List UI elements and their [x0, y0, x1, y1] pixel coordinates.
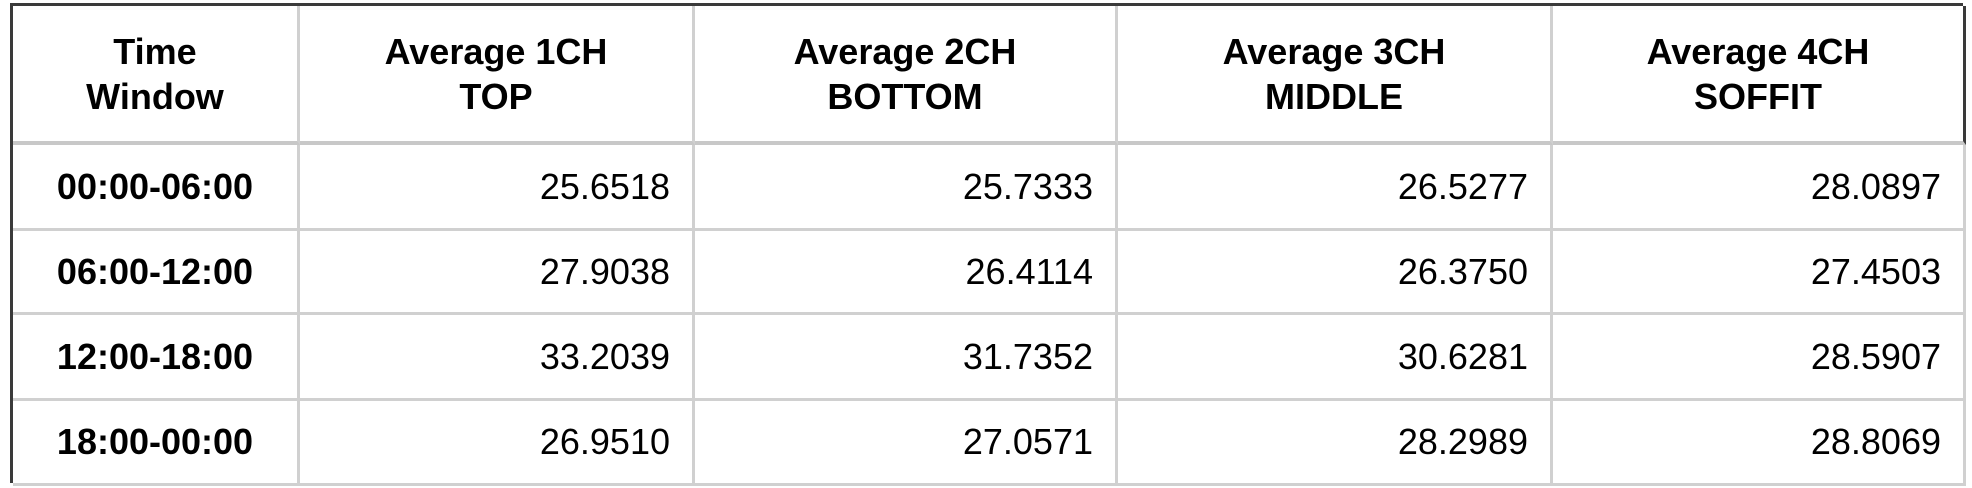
row-label: 12:00-18:00 — [13, 315, 300, 401]
header-cell: Average 4CH SOFFIT — [1553, 6, 1966, 145]
value-cell: 31.7352 — [695, 315, 1118, 401]
value-cell: 25.7333 — [695, 145, 1118, 231]
value-cell: 28.2989 — [1118, 401, 1553, 486]
row-label: 00:00-06:00 — [13, 145, 300, 231]
value-cell: 26.4114 — [695, 231, 1118, 315]
row-label: 06:00-12:00 — [13, 231, 300, 315]
value-cell: 27.0571 — [695, 401, 1118, 486]
value-cell: 28.5907 — [1553, 315, 1966, 401]
data-table: Time Window Average 1CH TOP Average 2CH BO… — [10, 3, 1966, 486]
value-cell: 28.8069 — [1553, 401, 1966, 486]
value-cell: 33.2039 — [300, 315, 695, 401]
value-cell: 27.4503 — [1553, 231, 1966, 315]
value-cell: 26.9510 — [300, 401, 695, 486]
value-cell: 27.9038 — [300, 231, 695, 315]
header-cell: Average 3CH MIDDLE — [1118, 6, 1553, 145]
header-cell: Time Window — [13, 6, 300, 145]
value-cell: 28.0897 — [1553, 145, 1966, 231]
value-cell: 25.6518 — [300, 145, 695, 231]
value-cell: 26.3750 — [1118, 231, 1553, 315]
row-label: 18:00-00:00 — [13, 401, 300, 486]
header-cell: Average 1CH TOP — [300, 6, 695, 145]
header-cell: Average 2CH BOTTOM — [695, 6, 1118, 145]
value-cell: 30.6281 — [1118, 315, 1553, 401]
value-cell: 26.5277 — [1118, 145, 1553, 231]
